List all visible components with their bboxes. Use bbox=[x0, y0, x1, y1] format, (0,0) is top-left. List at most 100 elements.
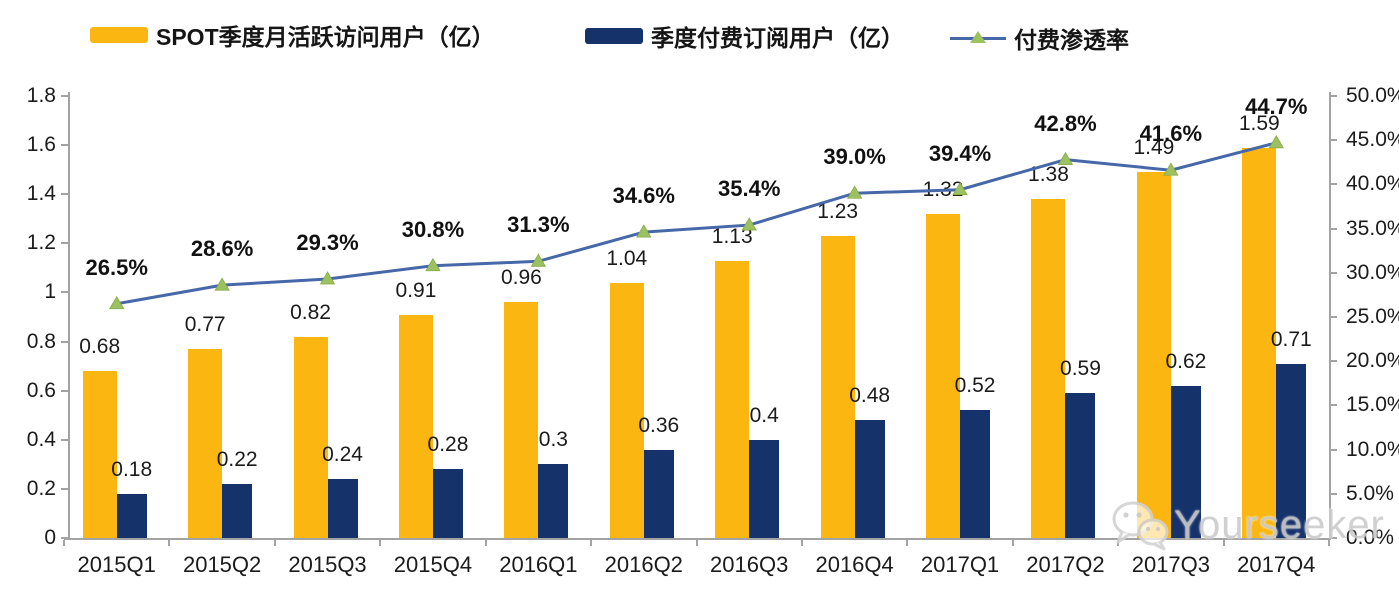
bar-subscribers bbox=[116, 493, 147, 538]
bar-subscribers bbox=[749, 439, 780, 538]
y-axis-right-tick bbox=[1329, 537, 1337, 539]
y-axis-left-tick-label: 0.4 bbox=[26, 427, 56, 451]
y-axis-left-tick bbox=[61, 537, 68, 539]
bar-subscribers bbox=[960, 410, 991, 538]
y-axis-right-tick bbox=[1329, 448, 1337, 451]
penetration-value-label: 34.6% bbox=[612, 183, 675, 209]
x-axis-tick bbox=[273, 540, 276, 546]
bar-value-label-mau: 1.38 bbox=[1028, 163, 1069, 187]
penetration-value-label: 39.0% bbox=[823, 144, 886, 170]
penetration-value-label: 30.8% bbox=[401, 216, 465, 242]
bar-value-label-subscribers: 0.62 bbox=[1165, 349, 1207, 373]
x-axis-category-label: 2017Q4 bbox=[1237, 552, 1316, 577]
bar-value-label-subscribers: 0.4 bbox=[749, 403, 779, 427]
bar-mau bbox=[609, 282, 644, 538]
bar-value-label-mau: 0.91 bbox=[395, 278, 437, 302]
bar-subscribers bbox=[432, 469, 463, 538]
x-axis-category-label: 2015Q1 bbox=[77, 552, 156, 577]
y-axis-left-line bbox=[68, 92, 70, 540]
bar-mau bbox=[504, 302, 539, 538]
y-axis-right-tick-label: 20.0% bbox=[1346, 349, 1399, 373]
bar-value-label-mau: 0.68 bbox=[79, 335, 121, 359]
bar-subscribers bbox=[1170, 385, 1201, 538]
bar-value-label-mau: 0.82 bbox=[290, 300, 331, 324]
legend-label-subscribers: 季度付费订阅用户（亿） bbox=[651, 25, 904, 51]
triangle-marker-icon bbox=[846, 185, 863, 199]
y-axis-right-tick-label: 5.0% bbox=[1346, 481, 1394, 505]
y-axis-right-tick bbox=[1329, 139, 1337, 142]
bar-mau bbox=[188, 348, 223, 538]
bar-value-label-mau: 0.96 bbox=[500, 266, 542, 290]
y-axis-right-tick bbox=[1329, 227, 1337, 230]
penetration-value-label: 31.3% bbox=[507, 212, 570, 238]
legend-label-mau: SPOT季度月活跃访问用户（亿） bbox=[156, 24, 495, 50]
y-axis-right-tick-label: 10.0% bbox=[1346, 437, 1399, 461]
y-axis-right-tick bbox=[1329, 316, 1337, 318]
bar-value-label-mau: 1.59 bbox=[1238, 111, 1280, 135]
bar-value-label-subscribers: 0.18 bbox=[111, 457, 153, 481]
bar-subscribers bbox=[538, 464, 569, 538]
x-axis-tick bbox=[695, 540, 698, 546]
watermark-text: Yourseeker bbox=[1174, 502, 1385, 547]
triangle-marker-icon bbox=[425, 257, 441, 272]
y-axis-right-tick-label: 15.0% bbox=[1346, 393, 1399, 417]
y-axis-right-tick bbox=[1329, 404, 1337, 407]
bar-mau bbox=[293, 336, 328, 538]
bar-value-label-subscribers: 0.52 bbox=[954, 374, 996, 398]
y-axis-left-tick bbox=[61, 389, 68, 392]
y-axis-right-tick bbox=[1329, 183, 1337, 186]
y-axis-left-tick-label: 0 bbox=[44, 526, 56, 549]
legend-swatch-subscribers-icon bbox=[585, 28, 643, 44]
y-axis-right-tick-label: 25.0% bbox=[1346, 305, 1399, 328]
bar-subscribers bbox=[1276, 363, 1307, 538]
bar-mau bbox=[398, 314, 433, 538]
bar-subscribers bbox=[1065, 393, 1096, 538]
x-axis-tick bbox=[63, 540, 65, 546]
y-axis-left-tick-label: 1.4 bbox=[26, 182, 56, 206]
y-axis-left-tick bbox=[61, 487, 68, 490]
x-axis-category-label: 2015Q3 bbox=[288, 552, 367, 577]
x-axis-category-label: 2015Q2 bbox=[182, 552, 262, 577]
triangle-marker-icon bbox=[530, 253, 547, 267]
legend-line-marker-icon bbox=[950, 30, 1006, 46]
bar-value-label-subscribers: 0.3 bbox=[538, 428, 568, 452]
x-axis-tick bbox=[800, 540, 803, 546]
y-axis-left-tick bbox=[61, 193, 68, 196]
bar-value-label-subscribers: 0.28 bbox=[427, 433, 469, 457]
y-axis-left-tick-label: 0.8 bbox=[26, 329, 56, 353]
y-axis-left-tick bbox=[61, 438, 68, 441]
bar-value-label-mau: 1.13 bbox=[711, 224, 753, 248]
y-axis-right-tick-label: 35.0% bbox=[1346, 216, 1399, 240]
y-axis-right-tick bbox=[1329, 95, 1337, 97]
legend-item-penetration: 付费渗透率 bbox=[950, 21, 1129, 55]
bar-subscribers bbox=[643, 449, 674, 538]
x-axis-category-label: 2016Q3 bbox=[710, 552, 789, 577]
triangle-marker-icon bbox=[636, 224, 652, 238]
bar-value-label-subscribers: 0.24 bbox=[322, 443, 363, 467]
legend-label-penetration: 付费渗透率 bbox=[1014, 27, 1129, 53]
penetration-value-label: 42.8% bbox=[1034, 110, 1097, 136]
x-axis-line bbox=[64, 538, 1331, 540]
bar-value-label-subscribers: 0.59 bbox=[1060, 357, 1101, 381]
penetration-value-label: 39.4% bbox=[928, 140, 992, 166]
bar-value-label-subscribers: 0.22 bbox=[216, 447, 258, 471]
y-axis-left-tick-label: 1.6 bbox=[26, 133, 56, 157]
x-axis-category-label: 2016Q1 bbox=[499, 552, 578, 577]
y-axis-left-tick-label: 0.2 bbox=[26, 476, 56, 500]
x-axis-tick bbox=[379, 540, 382, 546]
bar-value-label-subscribers: 0.71 bbox=[1270, 327, 1312, 351]
y-axis-left-tick bbox=[61, 242, 68, 245]
y-axis-left-tick bbox=[61, 291, 68, 294]
x-axis-tick bbox=[484, 540, 487, 546]
x-axis-tick bbox=[590, 540, 593, 546]
y-axis-right-tick bbox=[1329, 492, 1337, 495]
legend-item-subscribers: 季度付费订阅用户（亿） bbox=[585, 19, 904, 53]
y-axis-right-tick bbox=[1329, 271, 1337, 274]
triangle-marker-icon bbox=[1268, 135, 1284, 149]
triangle-marker-icon bbox=[109, 295, 125, 310]
x-axis-category-label: 2017Q1 bbox=[920, 552, 1000, 577]
bar-mau bbox=[715, 260, 750, 538]
x-axis-category-label: 2016Q2 bbox=[604, 552, 683, 577]
penetration-value-label: 44.7% bbox=[1245, 93, 1308, 119]
